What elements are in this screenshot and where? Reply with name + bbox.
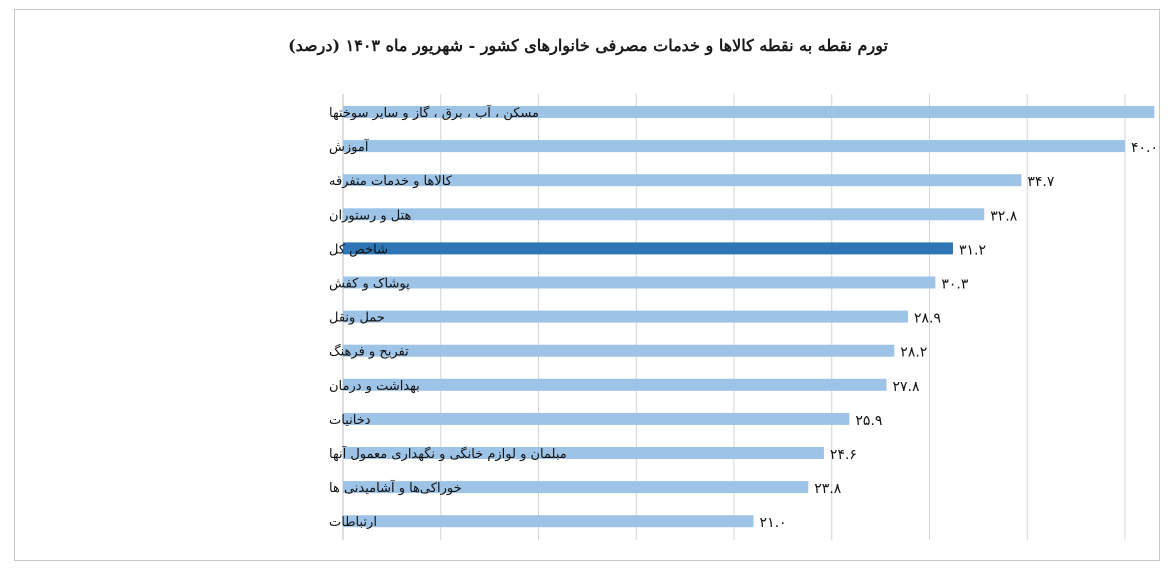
- bar-9: [343, 412, 850, 425]
- bar-1: [343, 140, 1125, 153]
- value-label: ۲۵.۹: [855, 413, 882, 429]
- bar-7: [343, 344, 895, 357]
- value-label: ۲۸.۹: [914, 311, 941, 327]
- category-label: شاخص کل: [329, 242, 388, 257]
- bar-2: [343, 174, 1022, 187]
- bar-0: [343, 106, 1155, 118]
- category-label: خوراکی‌ها و آشامیدنی ها: [329, 479, 462, 496]
- category-label: حمل ونقل: [329, 311, 385, 326]
- bar-3: [343, 208, 985, 221]
- value-label: ۲۳.۸: [814, 481, 841, 497]
- value-label: ۳۱.۲: [959, 242, 986, 258]
- labels: مسکن ، آب ، برق ، گاز و سایر سوختها ۴۱.۵ آ…: [329, 104, 1161, 531]
- value-label: ۲۱.۰: [760, 515, 787, 531]
- value-label: ۲۴.۶: [830, 447, 857, 463]
- chart-title: تورم نقطه به نقطه کالاها و خدمات مصرفی خ…: [288, 36, 888, 55]
- category-label: آموزش: [329, 138, 370, 155]
- bar-4: [343, 242, 953, 255]
- value-label: ۴۱.۵: [1160, 106, 1161, 122]
- value-label: ۳۲.۸: [990, 208, 1017, 224]
- bars: [343, 106, 1155, 528]
- value-label: ۴۰.۰: [1131, 140, 1158, 156]
- category-label: بهداشت و درمان: [329, 379, 420, 394]
- category-label: کالاها و خدمات متفرقه: [329, 174, 453, 189]
- value-label: ۳۴.۷: [1027, 174, 1054, 190]
- category-label: هتل و رستوران: [329, 208, 412, 223]
- category-label: دخانیات: [329, 413, 371, 428]
- category-label: ارتباطات: [329, 515, 377, 530]
- bar-11: [343, 481, 809, 494]
- value-label: ۳۰.۳: [941, 277, 968, 293]
- bar-5: [343, 276, 936, 289]
- bar-12: [343, 515, 754, 528]
- category-label: مبلمان و لوازم خانگی و نگهداری معمول آنه…: [329, 445, 567, 462]
- value-label: ۲۸.۲: [900, 345, 927, 361]
- chart-frame: تورم نقطه به نقطه کالاها و خدمات مصرفی خ…: [14, 9, 1161, 561]
- category-label: پوشاک و کفش: [329, 277, 410, 292]
- bar-8: [343, 378, 887, 391]
- bar-6: [343, 310, 908, 323]
- bar-chart-plot: مسکن ، آب ، برق ، گاز و سایر سوختها ۴۱.۵ آ…: [329, 94, 1161, 540]
- category-label: تفریح و فرهنگ: [329, 344, 409, 360]
- category-label: مسکن ، آب ، برق ، گاز و سایر سوختها: [329, 104, 539, 121]
- bar-10: [343, 447, 824, 459]
- value-label: ۲۷.۸: [892, 379, 919, 395]
